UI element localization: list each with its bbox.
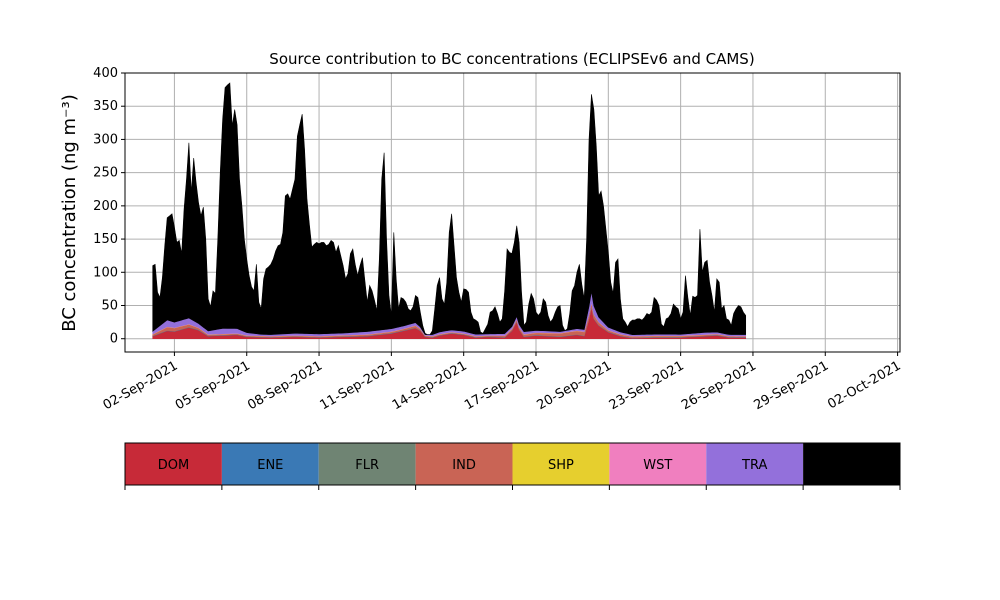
legend-label-wst: WST (643, 458, 672, 473)
y-tick-label: 300 (93, 132, 118, 147)
legend-label-ene: ENE (257, 458, 283, 473)
x-tick-label: 05-Sep-2021 (173, 358, 253, 413)
y-axis: 0 50 100 150 200 250 300 350 400 (93, 66, 125, 347)
legend-label-shp: SHP (548, 458, 574, 473)
x-tick-label: 26-Sep-2021 (679, 358, 759, 413)
x-tick-label: 14-Sep-2021 (390, 358, 470, 413)
x-tick-label: 02-Oct-2021 (825, 358, 903, 412)
legend-swatch-ind (415, 443, 513, 485)
legend-swatch-shp (512, 443, 610, 485)
legend-label-tra: TRA (741, 458, 767, 473)
y-tick-label: 350 (93, 99, 118, 114)
y-tick-label: 0 (110, 332, 118, 347)
y-tick-label: 50 (101, 299, 118, 314)
legend-swatch-dom (125, 443, 222, 485)
legend-swatch-wst (609, 443, 707, 485)
legend-swatch-bb (803, 443, 900, 485)
area-bb (152, 82, 747, 336)
x-tick-label: 29-Sep-2021 (751, 358, 831, 413)
legend-label-flr: FLR (355, 458, 379, 473)
y-axis-label: BC concentration (ng m⁻³) (59, 94, 80, 332)
y-tick-label: 250 (93, 166, 118, 181)
x-axis: 02-Sep-202105-Sep-202108-Sep-202111-Sep-… (101, 352, 904, 413)
x-tick-label: 20-Sep-2021 (534, 358, 614, 413)
legend-swatch-ene (221, 443, 319, 485)
chart-title: Source contribution to BC concentrations… (269, 50, 754, 68)
legend-colorbar: DOM ENE FLR IND SHP WST TRA BB (124, 442, 901, 490)
x-tick-label: 23-Sep-2021 (607, 358, 687, 413)
x-tick-label: 11-Sep-2021 (318, 358, 398, 413)
legend-label-bb: BB (843, 458, 861, 473)
x-tick-label: 17-Sep-2021 (462, 358, 542, 413)
legend-label-dom: DOM (158, 458, 189, 473)
legend-label-ind: IND (452, 458, 476, 473)
x-tick-label: 08-Sep-2021 (245, 358, 325, 413)
legend-swatch-flr (318, 443, 416, 485)
y-tick-label: 400 (93, 66, 118, 81)
y-tick-label: 100 (93, 265, 118, 280)
stacked-areas (152, 82, 747, 340)
y-tick-label: 150 (93, 232, 118, 247)
y-tick-label: 200 (93, 199, 118, 214)
legend-swatch-tra (706, 443, 804, 485)
plot-frame (124, 72, 901, 353)
x-tick-label: 02-Sep-2021 (101, 358, 181, 413)
